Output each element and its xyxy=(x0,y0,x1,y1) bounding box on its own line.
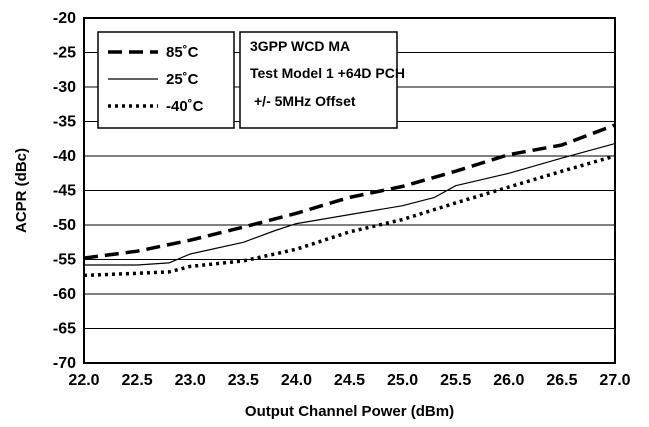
annotation-line-1: 3GPP WCD MA xyxy=(250,38,350,54)
y-tick-label: -55 xyxy=(53,252,76,269)
series-lines xyxy=(83,123,616,278)
x-tick-label: 24.5 xyxy=(334,372,365,389)
plot-frame xyxy=(83,17,616,364)
x-axis-title: Output Channel Power (dBm) xyxy=(245,403,454,420)
annotation-frame xyxy=(239,31,398,129)
annotation-line-2: Test Model 1 +64D PCH xyxy=(250,65,405,81)
x-tick-label: 26.0 xyxy=(493,372,524,389)
x-tick-label: 25.0 xyxy=(387,372,418,389)
x-tick-label: 22.0 xyxy=(68,372,99,389)
x-tick-label: 25.5 xyxy=(440,372,471,389)
y-tick-label: -40 xyxy=(53,148,76,165)
x-tick-labels: 22.0 22.5 23.0 23.5 24.0 24.5 25.0 25.5 26.0 26.5… xyxy=(68,372,630,389)
y-tick-label: -20 xyxy=(53,10,76,27)
y-tick-label: -30 xyxy=(53,79,76,96)
annotation-line-3: +/- 5MHz Offset xyxy=(254,93,356,109)
x-tick-label: 23.0 xyxy=(175,372,206,389)
legend-box xyxy=(97,31,235,129)
y-tick-label: -50 xyxy=(53,217,76,234)
series-line--40C xyxy=(83,154,616,278)
y-tick-label: -45 xyxy=(53,183,76,200)
x-tick-label: 23.5 xyxy=(228,372,259,389)
x-tick-label: 26.5 xyxy=(546,372,577,389)
series-line-25C xyxy=(84,143,616,266)
x-tick-label: 27.0 xyxy=(599,372,630,389)
y-tick-label: -65 xyxy=(53,321,76,338)
series-line-85C xyxy=(83,123,616,260)
y-axis-title: ACPR (dBc) xyxy=(13,148,30,233)
y-tick-label: -25 xyxy=(53,45,76,62)
x-tick-label: 24.0 xyxy=(281,372,312,389)
x-tick-label: 22.5 xyxy=(122,372,153,389)
annotation-box: 3GPP WCD MA Test Model 1 +64D PCH +/- 5M… xyxy=(239,31,405,129)
legend-label: 85˚C xyxy=(166,44,199,61)
y-tick-labels: -20 -25 -30 -35 -40 -45 -50 -55 -60 -65 -70 xyxy=(53,10,76,372)
legend-label: -40˚C xyxy=(166,98,204,115)
legend-label: 25˚C xyxy=(166,71,199,88)
y-tick-label: -70 xyxy=(53,355,76,372)
legend: 85˚C 25˚C -40˚C xyxy=(97,31,235,129)
y-tick-label: -35 xyxy=(53,114,76,131)
y-tick-label: -60 xyxy=(53,286,76,303)
